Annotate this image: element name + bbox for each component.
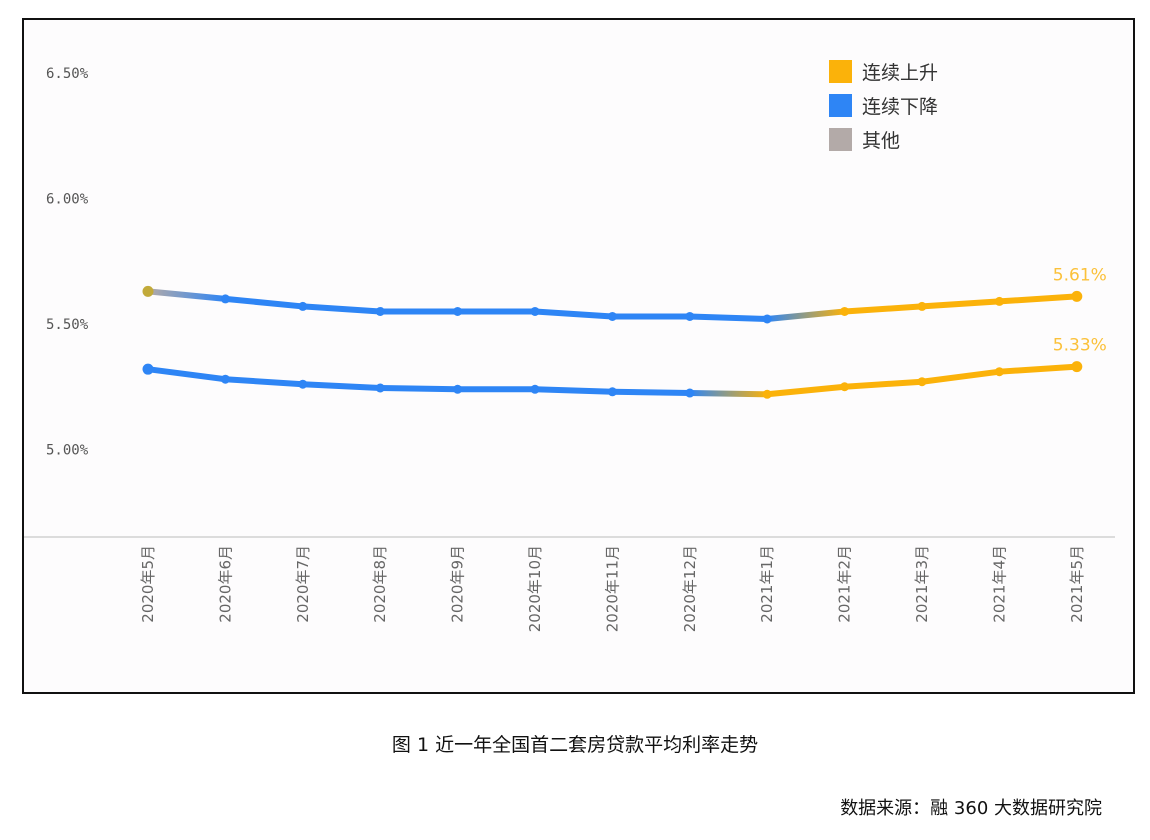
data-point [685,388,695,398]
data-point [220,374,230,384]
data-point [607,387,617,397]
x-tick-label: 2021年3月 [913,545,931,623]
chart-frame [22,18,1135,694]
y-tick-label: 6.00% [46,192,89,208]
data-point [375,306,385,316]
series-0: 5.61% [142,265,1107,324]
data-point [220,294,230,304]
data-point [1071,361,1083,373]
data-point [1071,290,1083,302]
line-segment [532,308,616,320]
line-segment [841,303,925,315]
x-tick-label: 2020年6月 [216,545,234,623]
legend-label-down: 连续下降 [862,96,938,118]
line-chart: 6.50% 6.00% 5.50% 5.00% 2020年5月 2020年6月 2020年7… [24,60,1115,632]
data-point [917,377,927,387]
line-segment [377,385,461,393]
legend-swatch-other [829,128,852,151]
data-point [453,384,463,394]
data-point [994,367,1004,377]
x-tick-label: 2021年2月 [836,545,854,623]
data-point [917,301,927,311]
line-segment [299,303,384,315]
y-tick-label: 6.50% [46,66,89,82]
data-point [762,389,772,399]
data-point [762,314,772,324]
end-value-label: 5.33% [1053,336,1107,356]
line-segment [764,383,848,398]
data-point [375,383,385,393]
data-point [298,301,308,311]
x-tick-label: 2020年12月 [681,545,699,632]
line-segment [919,298,1003,310]
line-segment [996,293,1080,305]
x-tick-label: 2020年8月 [371,545,389,623]
line-segment [145,288,229,302]
data-point [994,296,1004,306]
y-tick-label: 5.50% [46,317,89,333]
x-tick-label: 2021年4月 [990,545,1008,623]
legend-swatch-down [829,94,852,117]
x-tick-label: 2020年7月 [294,545,312,623]
series-1: 5.33% [142,336,1107,399]
line-segment [222,295,306,310]
data-point [840,382,850,392]
line-segment [841,378,925,390]
line-segment [145,366,229,383]
line-segment [532,386,616,395]
x-tick-label: 2021年5月 [1068,545,1086,623]
data-point [607,311,617,321]
line-segment [299,381,384,392]
legend-swatch-up [829,60,852,83]
line-segment [764,308,848,322]
line-segment [686,313,771,322]
data-point [530,384,540,394]
legend-label-other: 其他 [862,130,900,152]
y-tick-label: 5.00% [46,443,89,459]
data-point [298,379,308,389]
data-point [530,306,540,316]
data-source: 数据来源：融 360 大数据研究院 [840,798,1102,819]
line-segment [609,388,693,397]
end-value-label: 5.61% [1053,265,1107,285]
data-point [142,285,154,297]
data-point [142,363,154,375]
x-tick-label: 2020年10月 [526,545,544,632]
data-point [685,311,695,321]
figure-caption: 图 1 近一年全国首二套房贷款平均利率走势 [391,734,759,756]
x-tick-label: 2020年9月 [449,545,467,623]
x-tick-label: 2020年5月 [139,545,157,623]
line-segment [222,376,306,388]
legend-label-up: 连续上升 [862,62,938,84]
line-segment [686,390,771,398]
x-tick-label: 2021年1月 [758,545,776,623]
data-point [840,306,850,316]
line-segment [919,368,1003,385]
line-segment [996,363,1080,375]
x-tick-label: 2020年11月 [603,545,621,632]
data-point [453,306,463,316]
